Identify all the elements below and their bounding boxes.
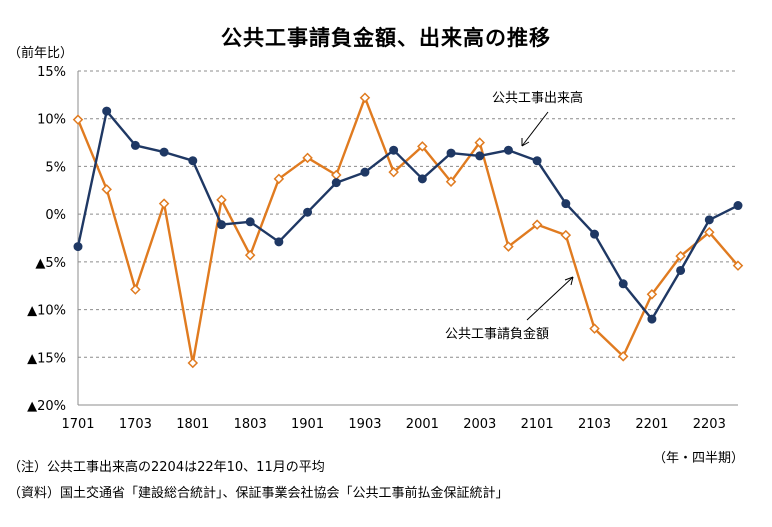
data-point-dekidaka: [216, 220, 226, 230]
x-tick-label: 1703: [119, 417, 152, 432]
data-point-dekidaka: [475, 151, 485, 161]
x-tick-label: 1901: [291, 417, 324, 432]
x-tick-label: 2203: [693, 417, 726, 432]
series-line-ukeoi: [76, 96, 739, 365]
y-tick-label: 0%: [45, 208, 66, 223]
line-chart: 15% 10% 5% 0% ▲5% ▲10% ▲15% ▲20% 1701 1703 1801 18…: [27, 65, 744, 432]
footnote-note: （注）公共工事出来高の2204は22年10、11月の平均: [8, 460, 325, 475]
data-point-ukeoi: [445, 176, 457, 187]
data-point-dekidaka: [532, 156, 542, 166]
series-markers: [72, 92, 744, 369]
data-point-dekidaka: [417, 174, 427, 184]
y-tick-label: ▲20%: [27, 399, 66, 414]
data-point-ukeoi: [302, 152, 313, 164]
gridlines: [77, 70, 738, 406]
data-point-ukeoi: [187, 357, 199, 369]
data-point-dekidaka: [676, 265, 686, 275]
y-tick-label: ▲5%: [35, 256, 66, 271]
x-tick-label: 2101: [521, 417, 554, 432]
data-point-ukeoi: [158, 198, 170, 209]
series-lines: [76, 96, 739, 365]
x-tick-label: 1803: [234, 417, 267, 432]
footnote-source: （資料）国土交通省「建設総合統計」、保証事業会社協会「公共工事前払金保証統計」: [8, 486, 509, 501]
data-point-ukeoi: [474, 137, 485, 148]
data-point-ukeoi: [244, 249, 256, 261]
data-point-dekidaka: [274, 237, 284, 247]
x-tick-label: 2201: [635, 417, 668, 432]
data-point-dekidaka: [561, 199, 571, 209]
annotation-dekidaka: 公共工事出来高: [492, 90, 583, 106]
data-point-ukeoi: [72, 114, 84, 125]
data-point-dekidaka: [245, 217, 255, 227]
x-tick-label: 1903: [348, 417, 381, 432]
data-point-dekidaka: [130, 140, 140, 150]
series-line-dekidaka: [76, 109, 739, 321]
annotation-ukeoi: 公共工事請負金額: [445, 326, 549, 342]
data-point-ukeoi: [732, 260, 744, 271]
chart-title: 公共工事請負金額、出来高の推移: [221, 26, 551, 50]
data-point-dekidaka: [590, 229, 600, 239]
data-point-ukeoi: [388, 166, 399, 178]
data-point-dekidaka: [503, 145, 513, 155]
data-point-ukeoi: [101, 184, 112, 195]
y-tick-label: ▲10%: [27, 304, 66, 319]
annotation-arrowhead-dekidaka: [521, 138, 530, 147]
data-point-dekidaka: [733, 201, 743, 211]
y-tick-labels: 15% 10% 5% 0% ▲5% ▲10% ▲15% ▲20%: [27, 65, 66, 414]
x-axis-unit-label: （年・四半期）: [652, 451, 744, 466]
data-point-dekidaka: [618, 279, 628, 289]
annotations: 公共工事出来高 公共工事請負金額: [445, 90, 583, 342]
y-tick-label: ▲15%: [27, 351, 66, 366]
x-tick-labels: 1701 1703 1801 1803 1901 1903 2001 2003 2101 2103…: [61, 417, 725, 432]
data-point-ukeoi: [646, 289, 658, 300]
data-point-ukeoi: [675, 250, 686, 262]
data-point-dekidaka: [188, 156, 198, 166]
data-point-dekidaka: [360, 167, 370, 177]
x-tick-label: 2003: [463, 417, 496, 432]
data-point-ukeoi: [560, 229, 572, 241]
data-point-dekidaka: [331, 178, 341, 188]
data-point-ukeoi: [417, 141, 428, 152]
annotation-arrowhead-ukeoi: [564, 276, 574, 286]
data-point-dekidaka: [159, 147, 169, 157]
data-point-ukeoi: [216, 194, 227, 206]
y-axis-unit-label: （前年比）: [8, 46, 74, 61]
data-point-dekidaka: [389, 145, 399, 155]
x-tick-label: 1801: [176, 417, 209, 432]
data-point-dekidaka: [102, 106, 112, 116]
annotation-arrow-dekidaka: [521, 111, 549, 147]
y-tick-label: 5%: [45, 160, 66, 175]
x-tick-label: 1701: [61, 417, 94, 432]
data-point-dekidaka: [647, 314, 657, 324]
data-point-ukeoi: [531, 219, 543, 230]
x-tick-label: 2103: [578, 417, 611, 432]
data-point-ukeoi: [273, 173, 285, 185]
data-point-ukeoi: [704, 227, 715, 238]
data-point-ukeoi: [617, 351, 629, 362]
data-point-dekidaka: [73, 242, 83, 252]
y-tick-label: 10%: [37, 113, 66, 128]
data-point-dekidaka: [303, 207, 313, 217]
data-point-ukeoi: [589, 323, 600, 334]
y-tick-label: 15%: [37, 65, 66, 80]
data-point-ukeoi: [130, 284, 141, 295]
x-tick-label: 2001: [406, 417, 439, 432]
data-point-dekidaka: [446, 148, 456, 158]
data-point-ukeoi: [359, 92, 371, 103]
annotation-arrow-ukeoi: [526, 276, 574, 321]
data-point-ukeoi: [503, 241, 514, 252]
data-point-dekidaka: [704, 215, 714, 225]
